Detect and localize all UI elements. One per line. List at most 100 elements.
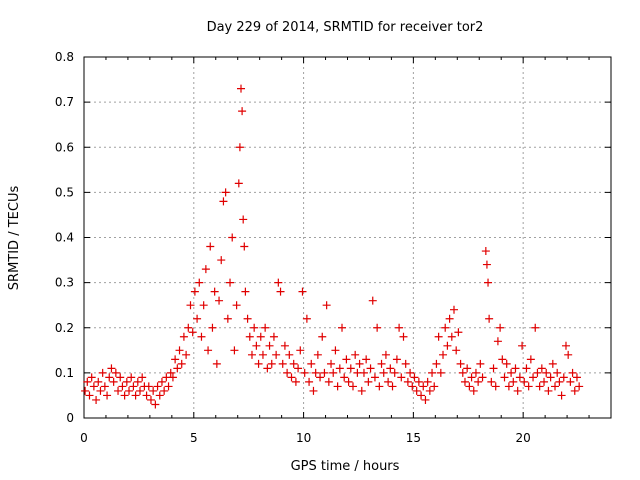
data-point: [206, 242, 215, 251]
data-point: [375, 382, 384, 391]
data-point: [265, 341, 274, 350]
data-point: [487, 377, 496, 386]
data-point: [258, 350, 267, 359]
data-point: [98, 368, 107, 377]
y-tick-label: 0.8: [55, 50, 74, 64]
data-point: [474, 377, 483, 386]
data-point: [190, 287, 199, 296]
data-point: [412, 386, 421, 395]
y-tick-label: 0.3: [55, 276, 74, 290]
data-point: [186, 301, 195, 310]
data-point: [511, 364, 520, 373]
data-point: [296, 346, 305, 355]
data-point: [155, 391, 164, 400]
grid: [84, 57, 611, 418]
data-point: [355, 359, 364, 368]
data-point: [406, 368, 415, 377]
data-point: [526, 355, 535, 364]
data-point: [131, 391, 140, 400]
data-point: [452, 346, 461, 355]
data-point: [184, 323, 193, 332]
data-point: [204, 346, 213, 355]
data-point: [105, 373, 114, 382]
data-point: [294, 364, 303, 373]
data-point: [146, 395, 155, 404]
data-point: [223, 314, 232, 323]
data-point: [443, 341, 452, 350]
data-point: [537, 364, 546, 373]
data-point: [309, 386, 318, 395]
data-point: [478, 373, 487, 382]
data-point: [201, 265, 210, 274]
data-point: [509, 377, 518, 386]
data-point: [188, 328, 197, 337]
data-point: [500, 373, 509, 382]
data-point: [274, 278, 283, 287]
data-point: [298, 287, 307, 296]
data-point: [263, 364, 272, 373]
data-point: [513, 386, 522, 395]
data-point: [423, 377, 432, 386]
data-point: [546, 373, 555, 382]
data-point: [370, 373, 379, 382]
data-point: [439, 350, 448, 359]
data-point: [307, 359, 316, 368]
data-point: [215, 296, 224, 305]
data-point: [173, 364, 182, 373]
data-point: [94, 377, 103, 386]
data-point: [144, 382, 153, 391]
data-point: [276, 287, 285, 296]
y-tick-label: 0.2: [55, 321, 74, 335]
data-point: [153, 382, 162, 391]
data-point: [568, 368, 577, 377]
data-point: [428, 368, 437, 377]
data-point: [327, 359, 336, 368]
data-point: [151, 400, 160, 409]
data-point: [344, 377, 353, 386]
data-point: [179, 332, 188, 341]
data-point: [368, 296, 377, 305]
data-point: [447, 332, 456, 341]
y-tick-label: 0.1: [55, 366, 74, 380]
data-point: [531, 323, 540, 332]
data-point: [377, 359, 386, 368]
data-point: [342, 355, 351, 364]
data-point: [331, 346, 340, 355]
data-point: [566, 377, 575, 386]
data-point: [250, 323, 259, 332]
data-point: [96, 386, 105, 395]
data-point: [235, 143, 244, 152]
data-point: [463, 364, 472, 373]
data-point: [456, 359, 465, 368]
data-point: [217, 256, 226, 265]
data-point: [212, 359, 221, 368]
data-point: [237, 84, 246, 93]
data-point: [269, 332, 278, 341]
data-point: [226, 278, 235, 287]
data-point: [491, 382, 500, 391]
y-tick-label: 0.4: [55, 231, 74, 245]
data-point: [467, 373, 476, 382]
data-point: [177, 359, 186, 368]
data-point: [210, 287, 219, 296]
data-point: [564, 350, 573, 359]
data-point: [302, 314, 311, 323]
data-points: [81, 84, 584, 409]
data-point: [417, 391, 426, 400]
x-tick-label: 20: [516, 431, 531, 445]
data-point: [243, 314, 252, 323]
data-point: [324, 377, 333, 386]
data-point: [496, 323, 505, 332]
data-point: [122, 377, 131, 386]
data-point: [504, 382, 513, 391]
y-axis-label: SRMTID / TECUs: [7, 186, 22, 291]
data-point: [460, 377, 469, 386]
data-point: [395, 323, 404, 332]
y-tick-label: 0.5: [55, 185, 74, 199]
data-point: [283, 368, 292, 377]
data-point: [471, 368, 480, 377]
data-point: [127, 373, 136, 382]
data-point: [208, 323, 217, 332]
data-point: [518, 341, 527, 350]
data-point: [555, 377, 564, 386]
